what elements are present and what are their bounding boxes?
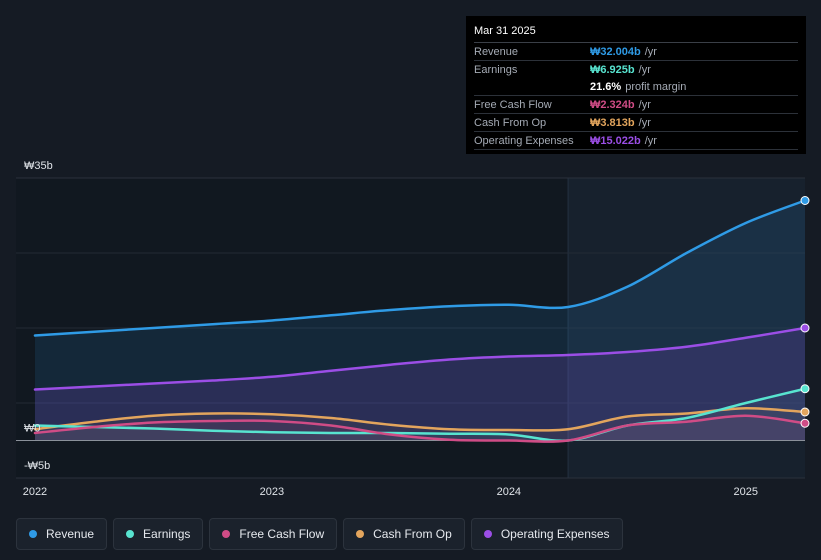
legend-item-earnings[interactable]: Earnings xyxy=(113,518,204,550)
tooltip-unit: profit margin xyxy=(625,81,687,93)
x-tick-label: 2025 xyxy=(734,486,758,498)
tooltip-row-cash-from-op: Cash From Op ₩3.813b /yr xyxy=(474,115,798,132)
y-tick-label: ₩0 xyxy=(24,423,41,435)
legend-item-revenue[interactable]: Revenue xyxy=(16,518,108,550)
tooltip-label: Operating Expenses xyxy=(474,135,574,147)
free-cash-flow-area xyxy=(34,415,805,442)
tooltip-value: ₩2.324b xyxy=(590,99,635,111)
tooltip-row-operating-expenses: Operating Expenses ₩15.022b /yr xyxy=(474,133,798,150)
earnings-dot-icon xyxy=(126,530,135,538)
revenue-endpoint xyxy=(800,196,810,205)
operating-expenses-endpoint xyxy=(800,323,810,333)
tooltip-row-profit-margin: 21.6% profit margin xyxy=(474,79,798,96)
tooltip-label xyxy=(474,79,590,95)
tooltip-label: Free Cash Flow xyxy=(474,99,552,111)
y-tick-label: ₩35b xyxy=(24,160,53,172)
tooltip-row-earnings: Earnings ₩6.925b /yr xyxy=(474,62,798,78)
x-tick-label: 2022 xyxy=(23,486,47,498)
legend-item-cash-from-op[interactable]: Cash From Op xyxy=(343,518,465,550)
cash-from-op-dot-icon xyxy=(356,530,365,538)
x-tick-label: 2023 xyxy=(260,486,284,498)
legend-label: Operating Expenses xyxy=(500,527,610,541)
tooltip-unit: /yr xyxy=(644,46,657,58)
legend-item-operating-expenses[interactable]: Operating Expenses xyxy=(470,518,623,550)
tooltip-value: ₩3.813b xyxy=(590,117,635,129)
tooltip-unit: /yr xyxy=(638,117,651,129)
legend-label: Earnings xyxy=(143,527,191,541)
cash-from-op-area xyxy=(34,408,805,441)
tooltip-unit: /yr xyxy=(644,135,657,147)
cash-from-op-endpoint xyxy=(800,407,810,417)
legend: Revenue Earnings Free Cash Flow Cash Fro… xyxy=(16,518,623,550)
tooltip-value: ₩32.004b xyxy=(590,46,641,58)
tooltip-unit: /yr xyxy=(638,99,651,111)
operating-expenses-line xyxy=(33,326,807,391)
earnings-area xyxy=(34,388,805,441)
free-cash-flow-dot-icon xyxy=(222,530,231,538)
tooltip-date: Mar 31 2025 xyxy=(474,24,798,43)
earnings-line xyxy=(33,387,807,442)
tooltip-value: ₩6.925b xyxy=(590,64,635,76)
y-tick-label: -₩5b xyxy=(24,460,50,472)
cash-from-op-line xyxy=(33,406,807,432)
tooltip-label: Cash From Op xyxy=(474,117,547,129)
revenue-line xyxy=(33,199,807,337)
tooltip-panel: Mar 31 2025 Revenue ₩32.004b /yr Earning… xyxy=(466,16,806,154)
tooltip-label: Earnings xyxy=(474,64,518,76)
earnings-endpoint xyxy=(800,384,810,394)
legend-label: Free Cash Flow xyxy=(239,527,325,541)
legend-label: Cash From Op xyxy=(373,527,452,541)
revenue-dot-icon xyxy=(29,530,37,538)
legend-item-free-cash-flow[interactable]: Free Cash Flow xyxy=(209,518,338,550)
x-tick-label: 2024 xyxy=(497,486,521,498)
tooltip-label: Revenue xyxy=(474,46,519,58)
tooltip-row-revenue: Revenue ₩32.004b /yr xyxy=(474,44,798,61)
tooltip-value: 21.6% xyxy=(590,81,622,93)
operating-expenses-dot-icon xyxy=(483,530,492,538)
legend-label: Revenue xyxy=(46,527,95,541)
tooltip-value: ₩15.022b xyxy=(590,135,641,147)
tooltip-row-free-cash-flow: Free Cash Flow ₩2.324b /yr xyxy=(474,97,798,114)
tooltip-unit: /yr xyxy=(638,64,651,76)
free-cash-flow-line xyxy=(33,414,807,443)
free-cash-flow-endpoint xyxy=(800,418,810,428)
